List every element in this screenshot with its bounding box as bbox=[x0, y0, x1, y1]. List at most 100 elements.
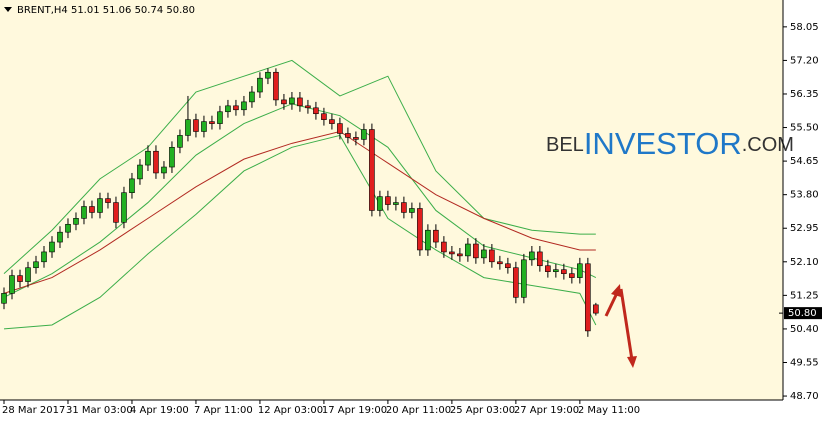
candle-body bbox=[521, 259, 527, 298]
candle-body bbox=[545, 265, 551, 272]
arrow-up bbox=[604, 292, 619, 317]
candle-body bbox=[409, 208, 415, 213]
candle-body bbox=[561, 269, 567, 274]
candle-body bbox=[553, 269, 559, 272]
candle-body bbox=[161, 166, 167, 174]
y-tick-label: 52.10 bbox=[790, 257, 819, 268]
candle-body bbox=[233, 105, 239, 111]
candle-body bbox=[41, 251, 47, 263]
candle-body bbox=[265, 71, 271, 79]
candle-body bbox=[497, 261, 503, 265]
price-box bbox=[784, 307, 822, 320]
candle-body bbox=[201, 121, 207, 132]
candle-body bbox=[457, 253, 463, 257]
candle-body bbox=[529, 251, 535, 261]
candle-body bbox=[185, 119, 191, 136]
candle-body bbox=[473, 243, 479, 259]
y-tick-label: 52.95 bbox=[790, 223, 819, 234]
x-tick-label: 25 Apr 03:00 bbox=[450, 405, 515, 416]
watermark-part: .COM bbox=[742, 134, 794, 156]
watermark-part: BEL bbox=[546, 134, 584, 156]
menu-icon[interactable] bbox=[4, 7, 12, 12]
watermark: BELINVESTOR.COM bbox=[546, 126, 794, 161]
candle-body bbox=[441, 241, 447, 253]
x-tick-label: 27 Apr 19:00 bbox=[514, 405, 579, 416]
price-label: 50.80 bbox=[788, 308, 817, 319]
candle-body bbox=[57, 231, 63, 243]
watermark-part: INVESTOR bbox=[584, 126, 742, 161]
candle-body bbox=[401, 202, 407, 213]
candle-body bbox=[121, 192, 127, 223]
candle-body bbox=[369, 129, 375, 211]
candle-body bbox=[585, 263, 591, 332]
candle-body bbox=[353, 137, 359, 140]
candle-body bbox=[329, 119, 335, 124]
candle-body bbox=[193, 119, 199, 132]
candle-body bbox=[361, 129, 367, 140]
candle-body bbox=[217, 111, 223, 124]
candle-body bbox=[169, 146, 175, 168]
candle-body bbox=[97, 198, 103, 213]
candle-body bbox=[17, 275, 23, 282]
chart-title: BRENT,H4 51.01 51.06 50.74 50.80 bbox=[17, 5, 195, 16]
arrow-down bbox=[619, 288, 634, 361]
candle-body bbox=[577, 263, 583, 278]
plot-area bbox=[0, 0, 783, 400]
candle-body bbox=[49, 241, 55, 253]
candle-body bbox=[489, 249, 495, 263]
y-tick-label: 54.65 bbox=[790, 156, 819, 167]
x-tick-label: 2 May 11:00 bbox=[578, 405, 640, 416]
x-tick-label: 28 Mar 2017 bbox=[2, 405, 65, 416]
y-tick-label: 55.50 bbox=[790, 123, 819, 134]
y-tick-label: 57.20 bbox=[790, 55, 819, 66]
candle-body bbox=[129, 178, 135, 193]
candle-body bbox=[313, 107, 319, 115]
x-tick-label: 12 Apr 03:00 bbox=[258, 405, 323, 416]
x-tick-label: 7 Apr 11:00 bbox=[194, 405, 253, 416]
x-tick-label: 4 Apr 19:00 bbox=[130, 405, 189, 416]
arrow-head bbox=[611, 284, 621, 297]
candle-body bbox=[337, 123, 343, 134]
candle-body bbox=[249, 91, 255, 103]
candle-body bbox=[513, 267, 519, 298]
candle-body bbox=[145, 150, 151, 166]
candle-body bbox=[73, 218, 79, 225]
candle-body bbox=[433, 229, 439, 243]
candle-body bbox=[1, 293, 7, 304]
candle-body bbox=[225, 105, 231, 113]
candle-body bbox=[257, 77, 263, 93]
y-tick-label: 53.80 bbox=[790, 190, 819, 201]
candle-body bbox=[297, 97, 303, 107]
x-tick-label: 31 Mar 03:00 bbox=[66, 405, 133, 416]
candle-body bbox=[505, 263, 511, 269]
candle-body bbox=[305, 105, 311, 109]
y-tick-label: 49.55 bbox=[790, 357, 819, 368]
candle-body bbox=[209, 121, 215, 124]
candle-body bbox=[481, 249, 487, 259]
candle-body bbox=[177, 135, 183, 148]
candle-body bbox=[33, 261, 39, 269]
candle-body bbox=[105, 198, 111, 203]
x-tick-label: 17 Apr 19:00 bbox=[322, 405, 387, 416]
candle-body bbox=[385, 196, 391, 205]
candle-body bbox=[81, 206, 87, 219]
candle-body bbox=[273, 71, 279, 101]
marks bbox=[1, 59, 599, 337]
candle-body bbox=[345, 133, 351, 138]
candle-body bbox=[393, 202, 399, 205]
candle-body bbox=[9, 275, 15, 294]
candle-body bbox=[241, 101, 247, 111]
candle-body bbox=[89, 206, 95, 213]
candle-body bbox=[321, 113, 327, 120]
x-tick-label: 20 Apr 11:00 bbox=[386, 405, 451, 416]
candle-body bbox=[449, 251, 455, 255]
candle-body bbox=[425, 229, 431, 251]
candle-body bbox=[65, 223, 71, 233]
candle-body bbox=[153, 150, 159, 174]
candle-body bbox=[25, 267, 31, 282]
candle-body bbox=[113, 202, 119, 223]
annotation-arrows bbox=[604, 284, 637, 368]
indicator-line bbox=[3, 59, 596, 275]
arrow-head bbox=[627, 356, 637, 368]
